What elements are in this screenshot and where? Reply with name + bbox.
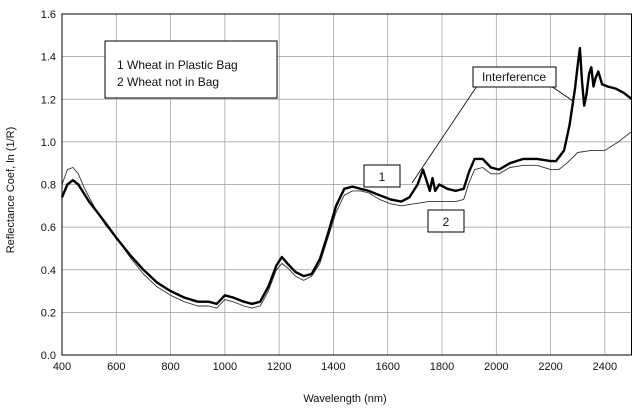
y-tick-labels: 0.0 0.2 0.4 0.6 0.8 1.0 1.2 1.4 1.6	[41, 9, 56, 362]
x-tick-label: 400	[53, 361, 71, 373]
y-tick-label: 1.6	[41, 9, 56, 21]
x-tick-label: 1200	[267, 361, 291, 373]
interference-leader-left	[411, 85, 478, 184]
y-tick-label: 0.2	[41, 307, 56, 319]
x-tick-label: 1800	[430, 361, 454, 373]
series-1-label: 1	[379, 170, 386, 184]
series-2-label-box	[427, 209, 465, 233]
x-tick-label: 1000	[213, 361, 237, 373]
legend-entry-2: 2 Wheat not in Bag	[117, 75, 219, 89]
y-tick-label: 1.0	[41, 137, 56, 149]
series-line-1	[60, 46, 632, 306]
y-tick-label: 0.8	[41, 180, 56, 192]
x-tick-label: 2200	[538, 361, 562, 373]
x-axis-title: Wavelength (nm)	[303, 393, 386, 405]
series-1-label-box	[363, 164, 401, 188]
y-tick-label: 1.4	[41, 52, 56, 64]
y-axis-title: Reflectance Coef, ln (1/R)	[5, 127, 17, 254]
x-tick-label: 1600	[375, 361, 399, 373]
x-tick-label: 600	[107, 361, 125, 373]
x-tick-labels: 400 600 800 1000 1200 1400 1600 1800 2000 2200 240…	[53, 361, 617, 373]
legend-frame	[104, 40, 278, 99]
y-tick-label: 0.6	[41, 222, 56, 234]
interference-callout: Interference	[411, 66, 574, 184]
series-2-label: 2	[443, 215, 450, 229]
legend-box: 1 Wheat in Plastic Bag 2 Wheat not in Ba…	[104, 40, 278, 99]
series-2-callout: 2	[427, 209, 465, 233]
x-tick-label: 2000	[484, 361, 508, 373]
interference-box	[472, 66, 557, 88]
y-tick-label: 0.0	[41, 350, 56, 362]
series-1-callout: 1	[363, 164, 401, 188]
x-tick-label: 800	[161, 361, 179, 373]
y-tick-label: 1.2	[41, 94, 56, 106]
x-tick-label: 2400	[593, 361, 617, 373]
y-tick-label: 0.4	[41, 265, 56, 277]
series-line-2	[61, 130, 632, 309]
legend-entry-1: 1 Wheat in Plastic Bag	[117, 58, 238, 72]
x-tick-label: 1400	[321, 361, 345, 373]
series-layer	[60, 46, 632, 309]
interference-label: Interference	[482, 70, 546, 84]
